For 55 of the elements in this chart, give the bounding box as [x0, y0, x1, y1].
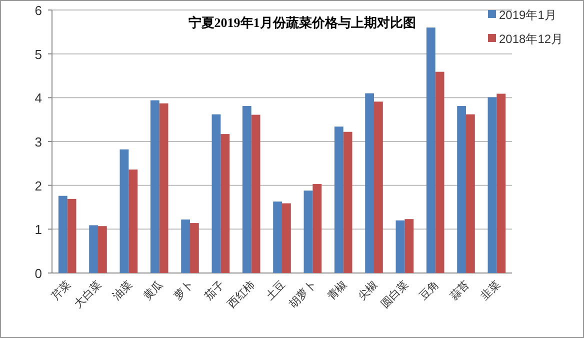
y-tick-label: 4 [34, 90, 42, 106]
x-tick-label: 韭菜 [478, 278, 503, 303]
bar [242, 106, 252, 273]
chart-title: 宁夏2019年1月份蔬菜价格与上期对比图 [188, 15, 416, 30]
bar [67, 198, 76, 273]
x-tick-label: 土豆 [263, 278, 288, 303]
bar [396, 220, 405, 273]
legend-label: 2018年12月 [499, 32, 564, 46]
y-tick-label: 0 [34, 266, 42, 281]
bar [343, 132, 352, 273]
y-tick-label: 2 [34, 178, 42, 194]
bar [212, 114, 221, 273]
x-tick-label: 萝卜 [171, 278, 196, 303]
x-tick-label: 大白菜 [72, 278, 104, 310]
x-tick-label: 茄子 [202, 278, 227, 303]
x-tick-label: 圆白菜 [378, 278, 411, 310]
bar [190, 223, 199, 273]
bar [334, 126, 344, 273]
bar [120, 149, 129, 273]
x-tick-label: 黄瓜 [140, 278, 166, 303]
y-tick-label: 5 [34, 46, 42, 62]
bar [488, 97, 497, 273]
bar [98, 226, 107, 273]
bar [159, 103, 168, 273]
bar [89, 225, 98, 273]
x-tick-label: 豆角 [417, 278, 442, 303]
bar [365, 93, 374, 273]
bar [404, 219, 414, 273]
x-tick-label: 尖椒 [355, 278, 380, 303]
y-tick-label: 6 [34, 3, 42, 18]
bar [435, 72, 444, 273]
y-tick-label: 1 [34, 222, 42, 238]
bar [426, 28, 436, 273]
y-tick-label: 3 [34, 134, 42, 150]
bar [58, 196, 68, 273]
bar [457, 106, 466, 273]
x-tick-label: 青椒 [324, 278, 350, 303]
x-tick-label: 蒜苔 [447, 278, 472, 303]
bar [251, 114, 260, 273]
x-tick-label: 芹菜 [48, 278, 74, 303]
x-tick-label: 西红柿 [224, 278, 258, 310]
bar [181, 220, 190, 273]
x-tick-label: 胡萝卜 [286, 278, 319, 310]
bar [496, 94, 506, 273]
legend-label: 2019年1月 [499, 8, 556, 22]
bar [374, 102, 383, 273]
bar [273, 202, 282, 273]
bar [150, 100, 160, 273]
bar [312, 184, 322, 273]
bar [466, 114, 475, 273]
x-tick-label: 油菜 [110, 278, 135, 303]
bar [128, 170, 138, 273]
bar [220, 134, 230, 273]
bar [282, 203, 291, 273]
bar [304, 190, 313, 273]
